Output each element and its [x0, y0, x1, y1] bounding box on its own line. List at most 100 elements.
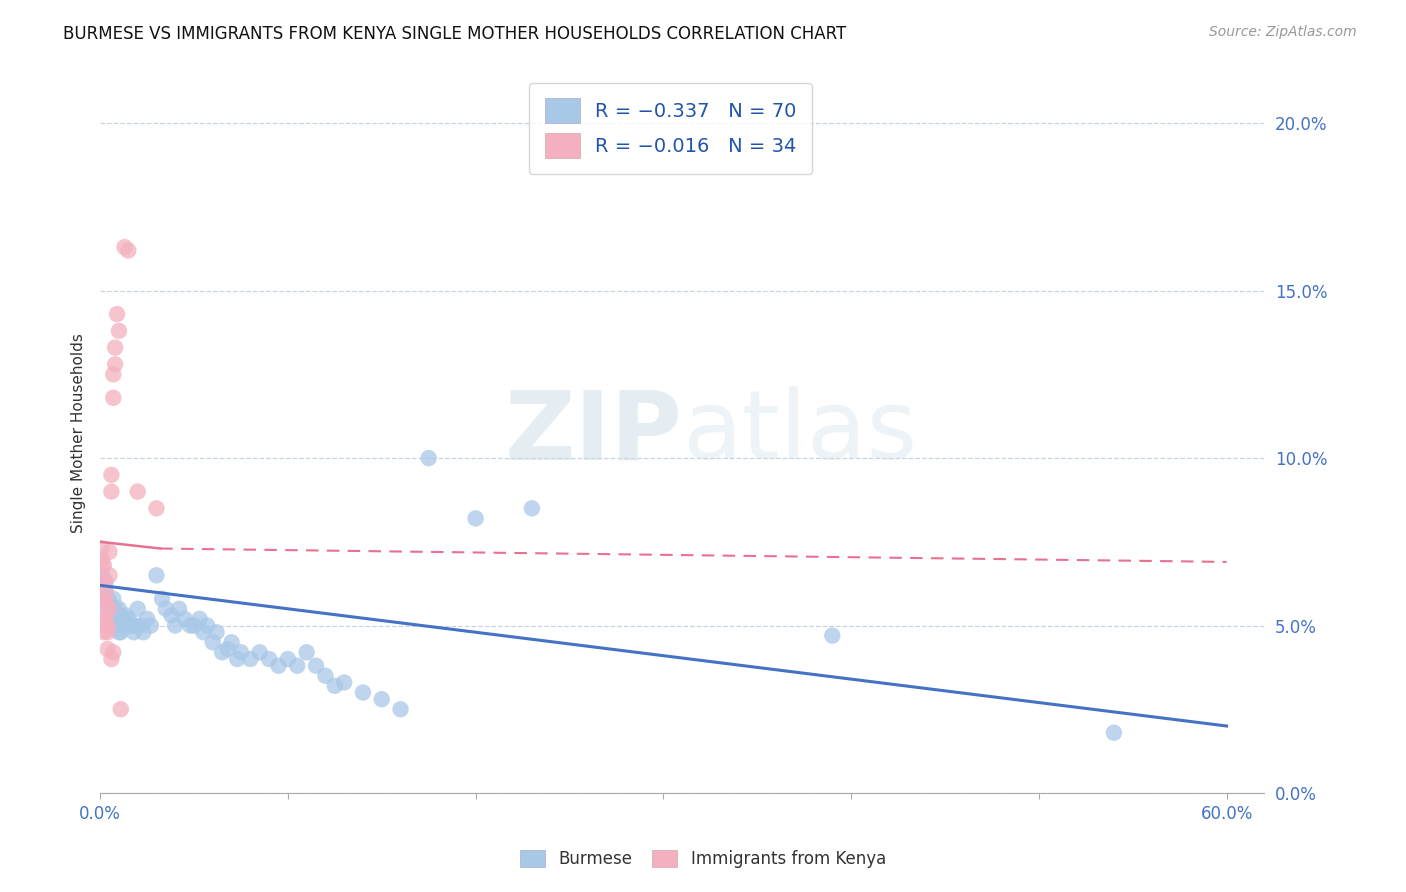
Point: [91, 558, 114, 573]
Point: [139, 618, 162, 632]
Point: [173, 612, 195, 626]
Point: [111, 612, 134, 626]
Point: [352, 685, 374, 699]
Point: [93, 574, 115, 589]
Point: [464, 511, 486, 525]
Point: [195, 618, 218, 632]
Point: [150, 591, 173, 606]
Point: [314, 669, 336, 683]
Point: [98, 595, 121, 609]
Point: [94, 608, 117, 623]
Point: [371, 692, 394, 706]
Point: [229, 645, 252, 659]
Point: [117, 612, 139, 626]
Point: [114, 240, 136, 254]
Point: [132, 625, 155, 640]
Point: [91, 541, 114, 556]
Point: [103, 368, 125, 382]
Point: [103, 591, 125, 606]
Point: [105, 307, 128, 321]
Point: [97, 602, 120, 616]
Point: [105, 618, 128, 632]
Point: [93, 558, 115, 573]
Point: [121, 618, 143, 632]
Point: [93, 612, 115, 626]
Point: [333, 675, 356, 690]
Point: [145, 568, 167, 582]
Point: [108, 602, 131, 616]
Point: [98, 602, 121, 616]
Text: ZIP: ZIP: [505, 386, 682, 480]
Point: [125, 618, 148, 632]
Point: [103, 645, 125, 659]
Point: [91, 568, 114, 582]
Point: [110, 608, 132, 623]
Point: [105, 612, 128, 626]
Point: [94, 595, 117, 609]
Point: [97, 642, 120, 657]
Point: [93, 591, 115, 606]
Y-axis label: Single Mother Households: Single Mother Households: [72, 333, 86, 533]
Point: [97, 625, 120, 640]
Point: [120, 618, 142, 632]
Point: [108, 324, 131, 338]
Point: [226, 652, 249, 666]
Point: [193, 625, 215, 640]
Point: [94, 585, 117, 599]
Text: Source: ZipAtlas.com: Source: ZipAtlas.com: [1209, 25, 1357, 39]
Point: [183, 618, 205, 632]
Point: [305, 658, 328, 673]
Point: [267, 658, 290, 673]
Point: [221, 635, 243, 649]
Point: [115, 608, 138, 623]
Legend: Burmese, Immigrants from Kenya: Burmese, Immigrants from Kenya: [513, 843, 893, 875]
Point: [103, 391, 125, 405]
Point: [211, 645, 233, 659]
Point: [131, 618, 153, 632]
Point: [285, 658, 308, 673]
Point: [91, 574, 114, 589]
Point: [117, 244, 139, 258]
Point: [167, 602, 190, 616]
Text: atlas: atlas: [682, 386, 917, 480]
Point: [94, 618, 117, 632]
Point: [122, 625, 145, 640]
Point: [136, 612, 159, 626]
Point: [93, 625, 115, 640]
Point: [94, 574, 117, 589]
Legend: R = −0.337   N = 70, R = −0.016   N = 34: R = −0.337 N = 70, R = −0.016 N = 34: [529, 83, 813, 174]
Point: [100, 652, 122, 666]
Point: [98, 568, 121, 582]
Point: [418, 451, 440, 466]
Point: [100, 484, 122, 499]
Point: [520, 501, 543, 516]
Point: [188, 612, 211, 626]
Point: [821, 629, 844, 643]
Point: [104, 357, 127, 371]
Point: [155, 602, 177, 616]
Point: [239, 652, 262, 666]
Point: [98, 545, 121, 559]
Point: [103, 608, 125, 623]
Point: [97, 618, 120, 632]
Point: [249, 645, 271, 659]
Point: [97, 591, 120, 606]
Point: [145, 501, 167, 516]
Point: [179, 618, 201, 632]
Point: [108, 625, 131, 640]
Point: [104, 602, 127, 616]
Point: [104, 618, 127, 632]
Point: [295, 645, 318, 659]
Point: [205, 625, 228, 640]
Point: [257, 652, 280, 666]
Point: [127, 602, 149, 616]
Point: [323, 679, 346, 693]
Point: [110, 702, 132, 716]
Point: [110, 625, 132, 640]
Point: [127, 484, 149, 499]
Point: [100, 602, 122, 616]
Point: [389, 702, 412, 716]
Point: [165, 618, 187, 632]
Point: [94, 585, 117, 599]
Point: [114, 618, 136, 632]
